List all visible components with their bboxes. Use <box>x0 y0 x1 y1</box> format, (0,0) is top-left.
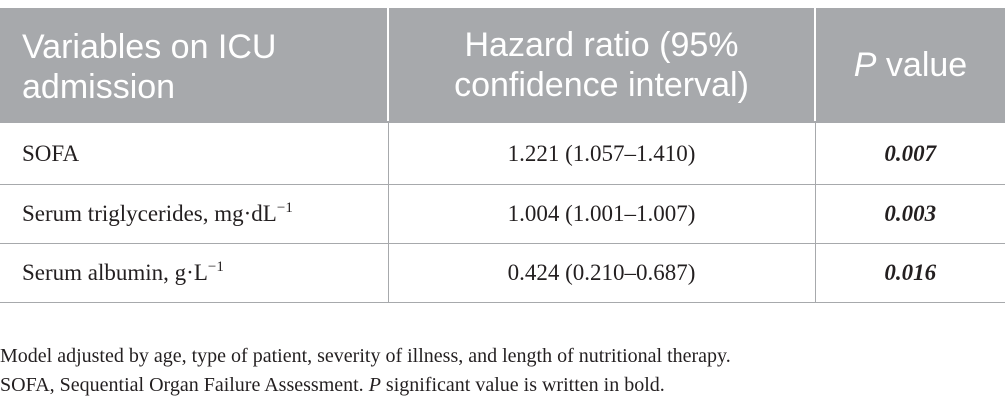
header-p-letter: P <box>853 45 877 84</box>
footnote-bold-note: significant value is written in bold. <box>380 374 665 396</box>
footnote-p-letter: P <box>368 374 381 396</box>
header-variables-line2: admission <box>22 67 176 106</box>
header-hazard-line1: Hazard ratio (95% <box>464 25 739 64</box>
hazard-ratio-cell: 1.004 (1.001–1.007) <box>388 184 816 244</box>
footnote-line-1: Model adjusted by age, type of patient, … <box>0 345 731 367</box>
table-footnotes: Model adjusted by age, type of patient, … <box>0 342 1005 400</box>
hazard-ratio-table: Variables on ICU admission Hazard ratio … <box>0 8 1005 303</box>
table-row: Serum triglycerides, mg·dL−1 1.004 (1.00… <box>0 184 1005 244</box>
results-table-container: Variables on ICU admission Hazard ratio … <box>0 8 1005 303</box>
footnote-line-2: SOFA, Sequential Organ Failure Assessmen… <box>0 371 1005 400</box>
hazard-ratio-cell: 1.221 (1.057–1.410) <box>388 122 816 185</box>
table-row: Serum albumin, g·L−1 0.424 (0.210–0.687)… <box>0 243 1005 303</box>
variable-name: SOFA <box>22 140 80 166</box>
header-variables: Variables on ICU admission <box>0 8 389 123</box>
header-row: Variables on ICU admission Hazard ratio … <box>0 8 1005 123</box>
unit-exponent: −1 <box>207 259 224 275</box>
variable-cell: SOFA <box>0 122 389 185</box>
variable-cell: Serum triglycerides, mg·dL−1 <box>0 184 389 244</box>
unit-exponent: −1 <box>276 200 293 216</box>
p-value-cell: 0.003 <box>815 184 1005 244</box>
header-variables-line1: Variables on ICU <box>22 27 277 66</box>
table-row: SOFA 1.221 (1.057–1.410) 0.007 <box>0 122 1005 185</box>
variable-name: Serum albumin, g·L <box>22 260 208 285</box>
p-value-cell: 0.007 <box>815 122 1005 185</box>
header-hazard-line2: confidence interval) <box>454 65 749 104</box>
footnote-abbrev: SOFA, Sequential Organ Failure Assessmen… <box>0 374 369 396</box>
header-p-value: P value <box>815 8 1005 123</box>
header-hazard-ratio: Hazard ratio (95% confidence interval) <box>388 8 816 123</box>
p-value-cell: 0.016 <box>815 243 1005 303</box>
variable-name: Serum triglycerides, mg·dL <box>22 201 277 226</box>
table-header: Variables on ICU admission Hazard ratio … <box>0 8 1005 123</box>
variable-cell: Serum albumin, g·L−1 <box>0 243 389 303</box>
header-p-rest: value <box>876 45 968 84</box>
hazard-ratio-cell: 0.424 (0.210–0.687) <box>388 243 816 303</box>
table-body: SOFA 1.221 (1.057–1.410) 0.007 Serum tri… <box>0 122 1005 303</box>
